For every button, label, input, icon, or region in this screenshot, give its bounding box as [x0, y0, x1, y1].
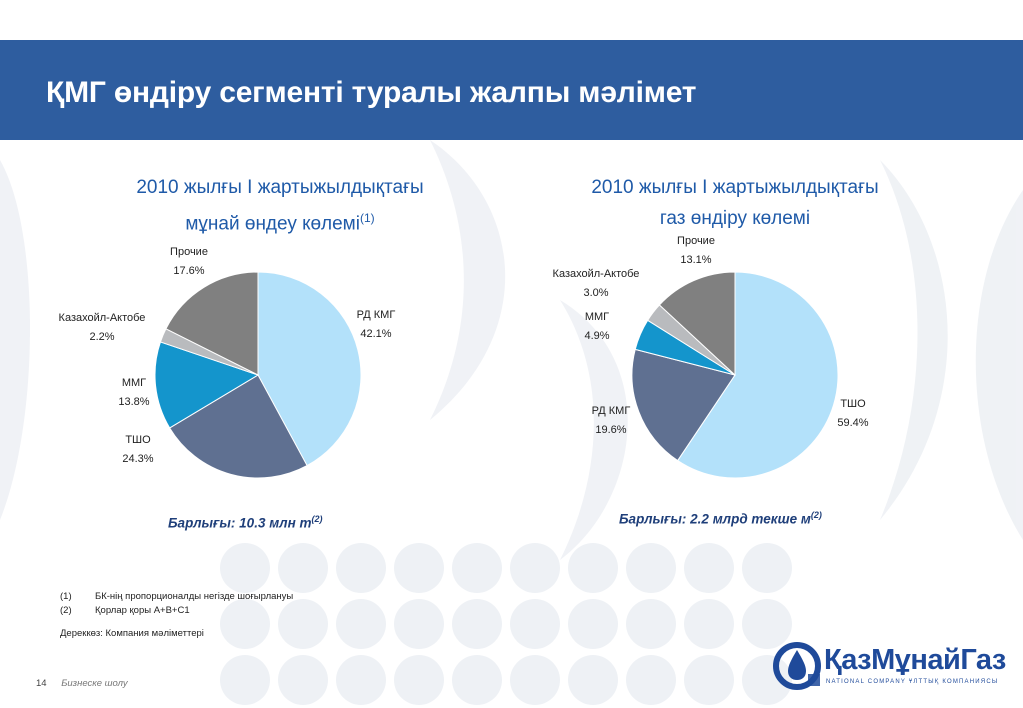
gas-total-note: (2)	[810, 510, 822, 520]
logo-tagline: NATIONAL COMPANY ҰЛТТЫҚ КОМПАНИЯСЫ	[826, 679, 999, 685]
slice-value-label: 13.1%	[680, 254, 711, 266]
section-name: Бизнеске шолу	[61, 678, 128, 689]
pie-slice	[168, 374, 308, 479]
oil-chart-title-note: (1)	[359, 211, 375, 225]
pie-slice	[257, 271, 362, 467]
oil-chart-title: 2010 жылғы I жартыжылдықтағы мұнай өндеу…	[90, 172, 470, 239]
slice-value-label: 17.6%	[173, 265, 204, 277]
slice-value-label: 19.6%	[595, 424, 626, 436]
slice-label: РД КМГ	[357, 309, 396, 321]
oil-total-text: Барлығы: 10.3 млн т	[168, 515, 312, 531]
gas-pie-chart: ТШО 59.4% РД КМГ 19.6% ММГ 4.9% Казахойл-Актоб…	[553, 235, 869, 479]
gas-total-text: Барлығы: 2.2 млрд текше м	[619, 511, 811, 527]
logo-wordmark: ҚазМұнайГаз	[824, 644, 1006, 676]
footnote-row: (1) БК-нің пропорционалды негізде шоғырла…	[60, 591, 293, 605]
pie-slice	[631, 348, 736, 462]
slice-label: Казахойл-Актобе	[59, 312, 146, 324]
oil-chart-title-line2-wrap: мұнай өндеу көлемі(1)	[90, 203, 470, 239]
slice-label: ММГ	[122, 377, 146, 389]
slice-value-label: 42.1%	[360, 328, 391, 340]
footnotes: (1) БК-нің пропорционалды негізде шоғырла…	[60, 591, 293, 619]
footnote-text: БК-нің пропорционалды негізде шоғырлануы	[95, 591, 294, 602]
slice-label: ТШО	[840, 398, 866, 410]
oil-chart-title-line1: 2010 жылғы I жартыжылдықтағы	[136, 177, 424, 198]
slice-label: Прочие	[677, 235, 715, 247]
pie-slice	[165, 271, 259, 376]
footnote-text: Қорлар қоры А+В+С1	[95, 605, 190, 616]
pie-slice	[658, 271, 736, 377]
pie-slice	[154, 341, 260, 429]
gas-chart-title-line2: газ өндіру көлемі	[659, 208, 811, 229]
logo-emblem-icon	[773, 642, 821, 690]
slice-label: Прочие	[170, 246, 208, 258]
oil-chart-title-line2: мұнай өндеу көлемі	[185, 213, 360, 235]
slice-label: Казахойл-Актобе	[553, 268, 640, 280]
gas-chart-title: 2010 жылғы I жартыжылдықтағы газ өндіру …	[545, 172, 925, 234]
slice-label: ТШО	[125, 434, 151, 446]
company-logo: ҚазМұнайГаз NATIONAL COMPANY ҰЛТТЫҚ КОМП…	[772, 636, 1006, 696]
gas-total: Барлығы: 2.2 млрд текше м(2)	[619, 510, 822, 527]
slice-value-label: 3.0%	[583, 287, 608, 299]
slice-label: РД КМГ	[592, 405, 631, 417]
footnote-row: (2) Қорлар қоры А+В+С1	[60, 605, 293, 619]
slice-value-label: 4.9%	[584, 330, 609, 342]
slice-value-label: 13.8%	[118, 396, 149, 408]
pie-slice	[676, 271, 839, 479]
source-note: Дереккөз: Компания мәліметтері	[60, 628, 204, 639]
slice-value-label: 2.2%	[89, 331, 114, 343]
title-banner	[0, 40, 1023, 140]
slice-label: ММГ	[585, 311, 609, 323]
page-title: ҚМГ өндіру сегменті туралы жалпы мәлімет	[46, 76, 697, 109]
slice-value-label: 24.3%	[122, 453, 153, 465]
slide-footer: 14 Бизнеске шолу	[36, 678, 128, 689]
footnote-number: (1)	[60, 591, 72, 602]
footnote-number: (2)	[60, 605, 72, 616]
oil-total: Барлығы: 10.3 млн т(2)	[168, 514, 323, 531]
oil-total-note: (2)	[311, 514, 323, 524]
page-number: 14	[36, 678, 47, 689]
gas-chart-title-line1: 2010 жылғы I жартыжылдықтағы	[591, 177, 879, 198]
slice-value-label: 59.4%	[837, 417, 868, 429]
oil-pie-chart: РД КМГ 42.1% ТШО 24.3% ММГ 13.8% Казахойл-Акто…	[59, 246, 396, 479]
